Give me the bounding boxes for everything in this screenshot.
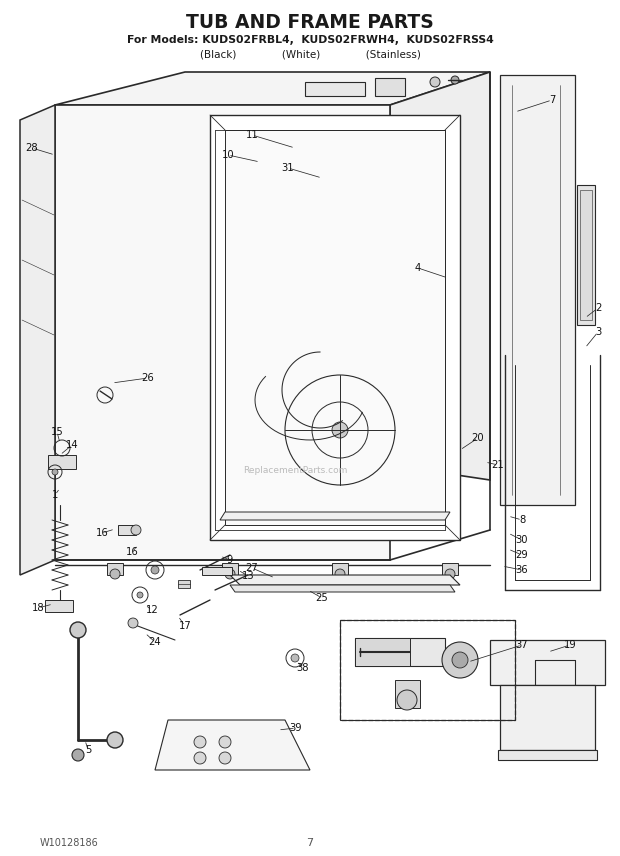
Text: 36: 36: [516, 565, 528, 575]
Text: 3: 3: [595, 327, 601, 337]
Text: 38: 38: [297, 663, 309, 673]
Circle shape: [131, 525, 141, 535]
Polygon shape: [55, 105, 390, 560]
Text: 18: 18: [32, 603, 44, 613]
Circle shape: [107, 732, 123, 748]
Text: 9: 9: [227, 555, 233, 565]
Circle shape: [335, 569, 345, 579]
Circle shape: [445, 569, 455, 579]
Polygon shape: [390, 72, 490, 480]
Text: 16: 16: [95, 528, 108, 538]
Text: W10128186: W10128186: [40, 838, 99, 848]
Bar: [500, 685, 595, 750]
Circle shape: [291, 654, 299, 662]
Circle shape: [110, 569, 120, 579]
Bar: [355, 638, 445, 666]
Circle shape: [128, 618, 138, 628]
Text: 20: 20: [472, 433, 484, 443]
Text: 37: 37: [516, 640, 528, 650]
Circle shape: [219, 736, 231, 748]
Text: 8: 8: [519, 515, 525, 525]
Circle shape: [52, 469, 58, 475]
Circle shape: [194, 752, 206, 764]
Text: 12: 12: [146, 605, 158, 615]
Polygon shape: [230, 585, 455, 592]
Text: 19: 19: [564, 640, 577, 650]
Circle shape: [72, 749, 84, 761]
Text: 26: 26: [141, 373, 154, 383]
Bar: [178, 580, 190, 588]
Polygon shape: [230, 575, 460, 585]
Text: 16: 16: [126, 547, 138, 557]
Bar: [222, 563, 238, 575]
Text: 30: 30: [516, 535, 528, 545]
Bar: [202, 567, 232, 575]
Text: 27: 27: [246, 563, 259, 573]
Bar: [490, 640, 605, 685]
Circle shape: [397, 690, 417, 710]
Circle shape: [452, 652, 468, 668]
Bar: [442, 563, 458, 575]
Bar: [375, 78, 405, 96]
Circle shape: [451, 76, 459, 84]
Bar: [118, 525, 136, 535]
Bar: [580, 190, 592, 320]
Circle shape: [332, 422, 348, 438]
Circle shape: [137, 592, 143, 598]
Polygon shape: [20, 105, 55, 575]
Bar: [498, 750, 597, 760]
Text: 5: 5: [85, 745, 91, 755]
Bar: [355, 638, 410, 666]
Bar: [340, 620, 515, 720]
Text: 4: 4: [415, 263, 421, 273]
Bar: [395, 680, 420, 708]
Circle shape: [442, 642, 478, 678]
Text: TUB AND FRAME PARTS: TUB AND FRAME PARTS: [186, 13, 434, 32]
Text: 14: 14: [66, 440, 78, 450]
Text: 28: 28: [25, 143, 38, 153]
Text: 7: 7: [549, 95, 555, 105]
Bar: [45, 600, 73, 612]
Text: 11: 11: [246, 130, 259, 140]
Text: 1: 1: [52, 490, 58, 500]
Polygon shape: [210, 115, 460, 540]
Circle shape: [219, 752, 231, 764]
Polygon shape: [225, 130, 445, 525]
Bar: [305, 82, 365, 96]
Text: 7: 7: [306, 838, 314, 848]
Text: 2: 2: [595, 303, 601, 313]
Polygon shape: [55, 72, 490, 105]
Text: 13: 13: [242, 571, 254, 581]
Circle shape: [70, 622, 86, 638]
Polygon shape: [220, 512, 450, 520]
Text: (Black)              (White)              (Stainless): (Black) (White) (Stainless): [200, 49, 420, 59]
Text: 17: 17: [179, 621, 192, 631]
Bar: [107, 563, 123, 575]
Text: For Models: KUDS02FRBL4,  KUDS02FRWH4,  KUDS02FRSS4: For Models: KUDS02FRBL4, KUDS02FRWH4, KU…: [126, 35, 494, 45]
Text: 39: 39: [290, 723, 303, 733]
Polygon shape: [155, 720, 310, 770]
Bar: [332, 563, 348, 575]
Bar: [48, 455, 76, 469]
Circle shape: [151, 566, 159, 574]
Text: 24: 24: [149, 637, 161, 647]
Circle shape: [194, 736, 206, 748]
Text: 25: 25: [316, 593, 329, 603]
Text: 29: 29: [516, 550, 528, 560]
Bar: [577, 185, 595, 325]
Text: 10: 10: [222, 150, 234, 160]
Text: 21: 21: [492, 460, 505, 470]
Text: 15: 15: [51, 427, 63, 437]
Circle shape: [430, 77, 440, 87]
Bar: [500, 75, 575, 505]
Bar: [340, 620, 515, 720]
Text: 31: 31: [281, 163, 294, 173]
Circle shape: [225, 569, 235, 579]
Text: ReplacementParts.com: ReplacementParts.com: [243, 466, 347, 474]
